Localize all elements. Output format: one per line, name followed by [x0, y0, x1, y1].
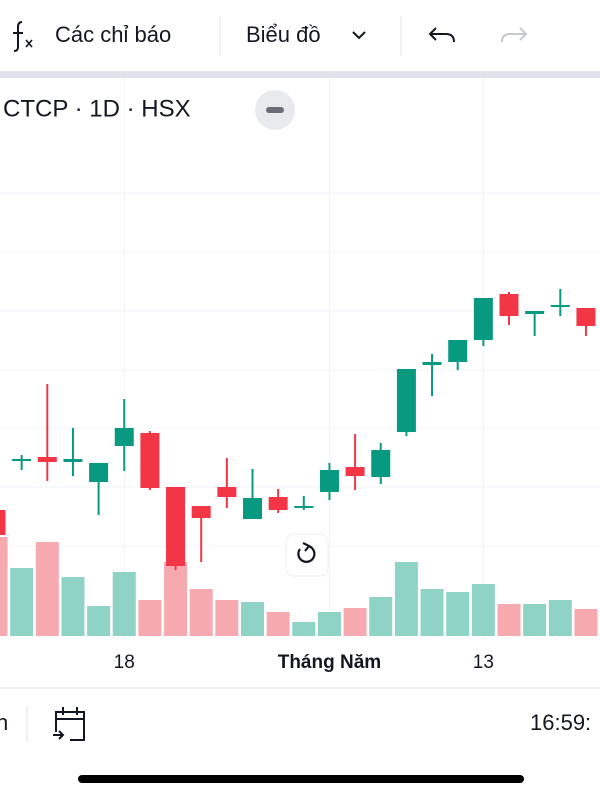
candle-body	[166, 487, 186, 566]
volume-bar	[10, 568, 34, 636]
candle-body	[319, 470, 339, 492]
candle-body	[576, 308, 596, 326]
candle-body	[217, 487, 237, 497]
volume-bar	[61, 577, 85, 636]
volume-bar	[343, 608, 367, 636]
volume-bar	[87, 606, 111, 636]
candle-body	[371, 450, 391, 477]
home-indicator	[78, 775, 524, 783]
indicators-icon-x	[25, 39, 33, 48]
candle-body	[243, 498, 262, 519]
volume-bar	[523, 604, 547, 636]
x-tick-label: 18	[114, 652, 135, 673]
volume-bar	[446, 592, 470, 636]
candle-body	[0, 510, 6, 535]
volume-bar	[497, 604, 521, 636]
volume-bar	[369, 597, 393, 636]
chevron	[352, 31, 366, 40]
volume-bar	[317, 612, 341, 636]
volume-bar	[0, 537, 8, 636]
volume-bar	[548, 600, 572, 636]
candle-body	[37, 457, 57, 462]
reset-button[interactable]	[285, 533, 329, 577]
goto-date-button[interactable]	[53, 707, 85, 741]
volume-bar	[138, 600, 162, 636]
volume-bar	[189, 589, 213, 636]
volume-bar	[215, 600, 239, 636]
volume-bar	[164, 562, 188, 636]
collapse-icon	[266, 107, 284, 113]
candle-body	[63, 459, 83, 462]
candle-body	[12, 459, 32, 461]
candle-body	[550, 305, 570, 307]
reset-icon	[302, 542, 311, 552]
range-button[interactable]: n	[0, 710, 8, 735]
volume-bar	[292, 622, 316, 636]
candle-body	[294, 506, 314, 508]
candle-body	[140, 433, 160, 488]
calendar-arrow	[53, 730, 65, 740]
symbol-title: CTCP · 1D · HSX	[3, 95, 191, 122]
toolbar: Các chỉ báo Biểu đồ	[13, 16, 528, 56]
volume-bar	[420, 589, 444, 636]
undo-button[interactable]	[428, 27, 455, 43]
volume-bar	[471, 584, 495, 636]
volume-bar	[266, 612, 290, 636]
candle-body	[268, 497, 288, 510]
redo-button[interactable]	[501, 27, 528, 43]
candle-body	[345, 467, 365, 476]
candle-body	[422, 362, 442, 365]
chart-area	[0, 78, 600, 640]
volume-bar	[35, 542, 59, 636]
chart-style-button[interactable]: Biểu đồ	[246, 22, 321, 47]
volume-bar	[574, 609, 598, 636]
x-tick-label: Tháng Năm	[278, 652, 381, 673]
indicators-button[interactable]: Các chỉ báo	[55, 22, 171, 47]
candle-body	[89, 463, 109, 482]
candle-body	[473, 298, 493, 340]
candle-body	[499, 294, 519, 316]
volume-bar	[241, 602, 264, 636]
indicators-icon[interactable]	[13, 21, 23, 52]
candle-body	[448, 340, 468, 362]
candle-body	[396, 369, 416, 432]
volume-bar	[394, 562, 418, 636]
separator	[0, 71, 600, 78]
candle-body	[525, 311, 545, 314]
volume-bar	[112, 572, 136, 636]
candle-body	[191, 506, 211, 518]
x-tick-label: 13	[473, 652, 494, 673]
calendar-icon	[55, 707, 85, 741]
time: 16:59:	[530, 710, 591, 735]
reset-icon	[297, 544, 316, 563]
candle-body	[114, 428, 134, 446]
reset-bg	[285, 533, 329, 577]
